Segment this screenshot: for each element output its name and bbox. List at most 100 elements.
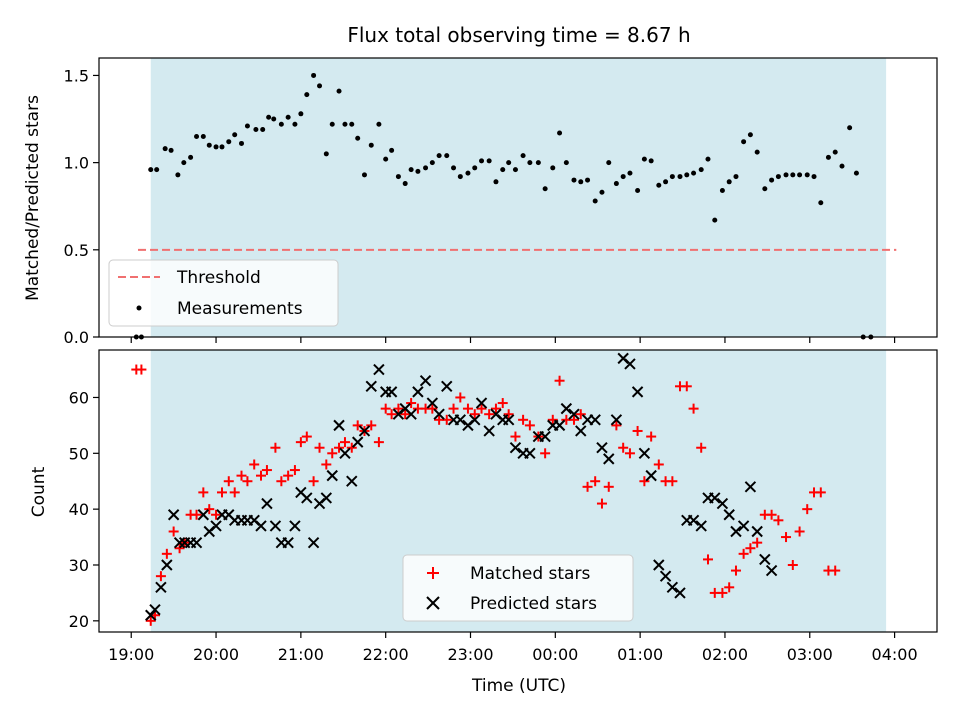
measurement-point [783,172,789,178]
matched-point [547,414,558,425]
measurement-point [818,200,824,206]
matched-point [242,476,253,487]
matched-point [603,481,614,492]
top-legend-box [108,259,339,327]
measurement-point [271,116,277,122]
measurement-point [444,153,450,159]
measurements-series [133,72,874,340]
measurement-point [825,154,831,160]
measurement-point [402,181,408,187]
x-tick-label: 01:00 [617,645,663,664]
matched-point [745,543,756,554]
matched-point [136,364,147,375]
measurement-point [429,160,435,166]
matched-point [339,437,350,448]
x-tick-label: 23:00 [447,645,493,664]
measurement-point [162,146,168,152]
matched-point [216,487,227,498]
measurement-point [847,125,853,131]
predicted-point [405,408,417,420]
predicted-point [307,536,320,549]
matched-point [568,414,579,425]
measurement-point [415,168,421,174]
measurement-point [194,133,200,139]
bottom-y-axis-label: Count [29,466,49,517]
matched-point [787,559,798,570]
measurement-point [527,160,533,166]
measurement-point [219,144,225,150]
y-tick-label: 50 [69,444,89,463]
matched-point [308,476,319,487]
matched-point [653,459,664,470]
matched-point [191,509,202,520]
matched-point [366,420,377,431]
matched-point [688,403,699,414]
measurement-point [349,121,355,127]
top-y-axis-label: Matched/Predicted stars [23,95,43,301]
matched-point [667,476,678,487]
predicted-point [759,553,771,566]
matched-point [717,587,728,598]
measurement-point [355,135,361,141]
y-tick-label: 20 [69,612,89,631]
threshold-legend-label: Threshold [176,268,261,288]
matched-point [582,481,593,492]
predicted-point [441,380,453,393]
measurement-point [244,123,250,129]
matched-legend-swatch [427,567,439,579]
bottom-legend: Matched stars Predicted stars [402,554,634,622]
measurement-point [206,142,212,148]
matched-point [575,409,586,420]
matched-point [261,465,272,476]
measurement-point [278,121,284,127]
matched-point [618,442,629,453]
predicted-point [475,397,488,409]
measurement-point [719,188,725,194]
y-tick-label: 40 [69,500,89,519]
measurement-point [465,170,471,176]
measurement-point [451,165,457,171]
matched-point [211,509,222,520]
measurement-point [168,147,174,153]
matched-point [518,414,529,425]
predicted-point [596,442,608,454]
predicted-point [568,408,580,420]
matched-point [204,504,215,515]
measurement-point [684,172,690,178]
measurement-point [804,172,810,178]
predicted-point [659,570,672,582]
measurement-point [712,217,718,223]
bottom-legend-box [402,554,634,622]
matched-point [373,437,384,448]
predicted-point [666,581,679,594]
matched-point [611,420,622,431]
measurement-point [361,172,367,178]
x-tick-label: 21:00 [278,645,324,664]
measurement-point [323,151,329,157]
matched-point [301,431,312,442]
measurement-point [535,160,541,166]
top-legend: Threshold Measurements [108,259,339,327]
predicted-point [469,414,481,426]
measurement-point [506,160,512,166]
measurement-point [311,72,317,78]
predicted-point [255,520,267,532]
x-tick-label: 00:00 [532,645,578,664]
measurement-point [571,177,577,183]
measurement-point [304,92,310,98]
predicted-point [687,514,700,527]
predicted-point [190,536,203,549]
matched-point [352,420,363,431]
predicted-point [631,386,644,398]
matched-point [334,442,345,453]
measurement-point [620,174,626,180]
matched-point [321,459,332,470]
measurement-point [705,156,711,162]
predicted-point [426,397,439,409]
predicted-point [645,469,657,482]
predicted-point [346,475,358,487]
measurement-point [329,121,335,127]
predicted-point [483,425,495,437]
predicted-point [412,386,424,398]
